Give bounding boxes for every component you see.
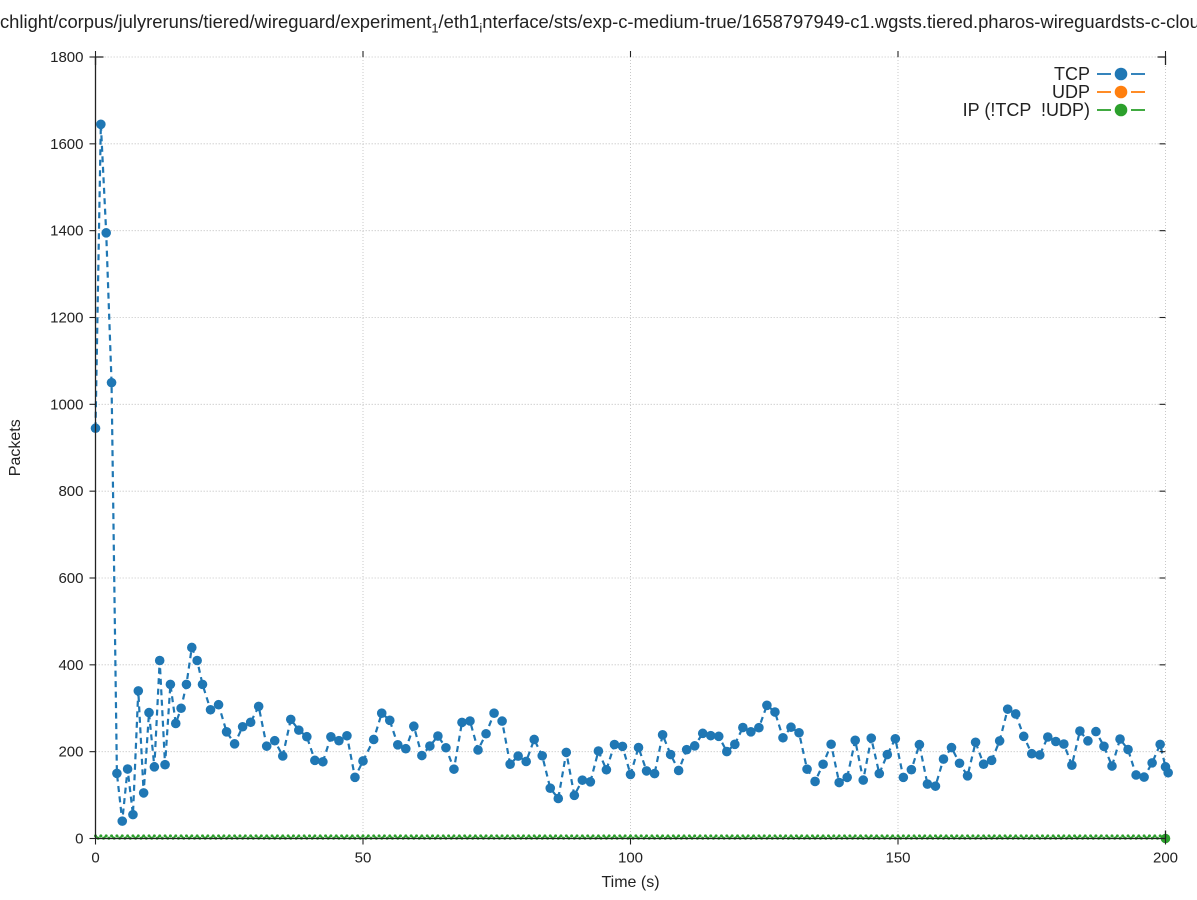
svg-text:400: 400	[58, 657, 83, 674]
svg-text:100: 100	[618, 850, 643, 867]
svg-text:0: 0	[75, 831, 83, 848]
svg-text:0: 0	[91, 850, 99, 867]
svg-text:50: 50	[355, 850, 372, 867]
svg-text:1400: 1400	[50, 223, 83, 240]
svg-text:Packets: Packets	[7, 419, 24, 476]
svg-text:800: 800	[58, 483, 83, 500]
svg-text:200: 200	[58, 744, 83, 761]
svg-text:Time (s): Time (s)	[601, 874, 659, 891]
svg-text:1600: 1600	[50, 136, 83, 153]
svg-text:UDP: UDP	[1052, 82, 1090, 102]
svg-text:1200: 1200	[50, 310, 83, 327]
svg-text:200: 200	[1153, 850, 1178, 867]
svg-text:600: 600	[58, 570, 83, 587]
svg-text:1800: 1800	[50, 49, 83, 66]
svg-text:1000: 1000	[50, 396, 83, 413]
svg-text:IP (!TCP !UDP): IP (!TCP !UDP)	[963, 100, 1090, 120]
svg-text:150: 150	[885, 850, 910, 867]
svg-text:TCP: TCP	[1054, 64, 1090, 84]
